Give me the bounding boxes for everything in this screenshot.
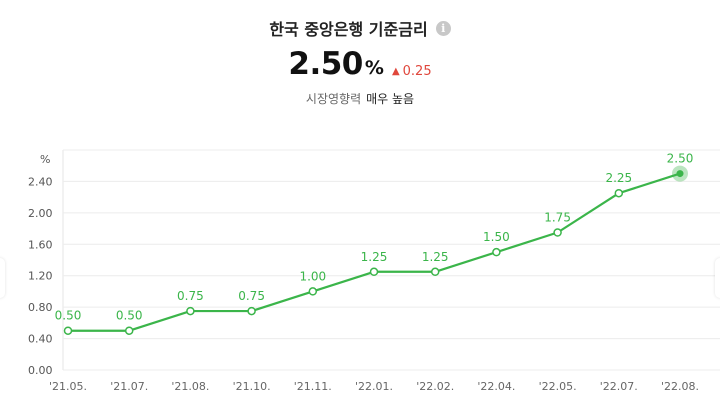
y-tick-label: 0.40 bbox=[28, 333, 53, 346]
data-label: 1.00 bbox=[299, 269, 326, 283]
data-point-current[interactable] bbox=[676, 170, 684, 178]
data-label: 0.75 bbox=[238, 289, 265, 303]
y-tick-label: 2.40 bbox=[28, 175, 53, 188]
data-point[interactable] bbox=[308, 287, 318, 296]
scroll-left-handle[interactable] bbox=[0, 258, 5, 298]
market-influence: 시장영향력 매우 높음 bbox=[0, 90, 720, 110]
x-tick-label: '22.08. bbox=[661, 380, 699, 393]
rate-line-chart: 0.00 0.40 0.80 1.20 1.60 2.00 2.40% '21.05. '21.… bbox=[28, 149, 720, 393]
current-rate-unit: % bbox=[364, 57, 384, 79]
data-label: 2.25 bbox=[605, 171, 632, 185]
value-row: 2.50 % ▲ 0.25 bbox=[0, 46, 720, 88]
data-point[interactable] bbox=[430, 267, 440, 277]
triangle-up-icon: ▲ bbox=[391, 66, 400, 77]
y-tick-label: 0.00 bbox=[28, 364, 53, 377]
x-tick-label: '22.07. bbox=[600, 380, 638, 393]
x-tick-label: '22.02. bbox=[416, 380, 454, 393]
rate-change-value: 0.25 bbox=[402, 64, 432, 79]
y-tick-label: 1.60 bbox=[28, 238, 53, 251]
x-tick-label: '22.05. bbox=[539, 380, 577, 393]
current-rate-value: 2.50 bbox=[288, 46, 363, 82]
data-point[interactable] bbox=[369, 267, 379, 277]
data-label: 1.75 bbox=[544, 211, 571, 225]
data-point[interactable] bbox=[63, 326, 73, 335]
data-label: 1.25 bbox=[361, 250, 388, 264]
data-label: 1.50 bbox=[483, 230, 510, 244]
y-tick-label: 2.00 bbox=[28, 207, 53, 220]
x-tick-label: '22.01. bbox=[355, 380, 393, 393]
influence-label: 시장영향력 bbox=[305, 92, 362, 106]
influence-value: 매우 높음 bbox=[366, 92, 415, 106]
y-tick-label: 0.80 bbox=[28, 301, 53, 314]
data-label: 1.25 bbox=[422, 250, 449, 264]
chart-area: 0.00 0.40 0.80 1.20 1.60 2.00 2.40% '21.05. '21.… bbox=[0, 128, 720, 413]
data-point[interactable] bbox=[124, 326, 134, 335]
info-icon[interactable]: i bbox=[435, 20, 451, 36]
data-point[interactable] bbox=[614, 188, 624, 198]
rate-header: 한국 중앙은행 기준금리 i 2.50 % ▲ 0.25 시장영향력 매우 높음 bbox=[0, 0, 720, 128]
x-tick-label: '21.11. bbox=[294, 380, 332, 393]
rate-change: ▲ 0.25 bbox=[392, 64, 432, 79]
data-point[interactable] bbox=[553, 228, 562, 237]
x-tick-label: '21.10. bbox=[233, 380, 271, 393]
scroll-right-handle[interactable] bbox=[715, 258, 720, 298]
data-point[interactable] bbox=[186, 306, 195, 316]
data-label: 0.50 bbox=[55, 309, 82, 323]
x-tick-label: '21.05. bbox=[49, 380, 87, 393]
y-axis-label: % bbox=[40, 153, 50, 166]
y-tick-label: 1.20 bbox=[28, 270, 53, 283]
title-row: 한국 중앙은행 기준금리 i bbox=[0, 16, 720, 40]
data-point[interactable] bbox=[247, 306, 256, 316]
data-label: 2.50 bbox=[667, 152, 694, 166]
page-title: 한국 중앙은행 기준금리 bbox=[269, 20, 428, 39]
data-label: 0.50 bbox=[116, 309, 143, 323]
x-tick-label: '21.08. bbox=[171, 380, 209, 393]
x-tick-label: '21.07. bbox=[110, 380, 148, 393]
data-label: 0.75 bbox=[177, 289, 204, 303]
x-tick-label: '22.04. bbox=[477, 380, 515, 393]
data-point[interactable] bbox=[492, 247, 501, 257]
